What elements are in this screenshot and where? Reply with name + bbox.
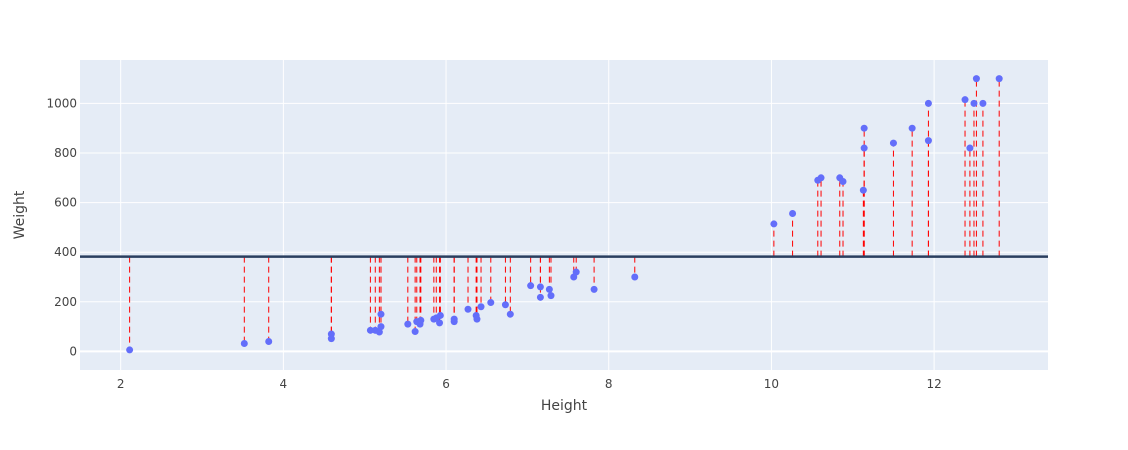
- data-point: [545, 285, 553, 293]
- x-tick-labels: 2 4 6 8 10 12: [117, 377, 942, 391]
- x-grid-lines: [120, 60, 935, 370]
- data-point: [995, 75, 1003, 83]
- data-point: [817, 174, 825, 182]
- data-point: [501, 301, 509, 309]
- data-point: [770, 220, 778, 228]
- data-point: [506, 310, 514, 318]
- data-point: [924, 99, 932, 107]
- data-point: [464, 305, 472, 313]
- data-point: [366, 326, 374, 334]
- data-point: [979, 99, 987, 107]
- y-tick-label: 800: [54, 146, 77, 160]
- data-point: [924, 137, 932, 145]
- data-point: [450, 315, 458, 323]
- y-grid-lines: [80, 102, 1048, 353]
- data-point: [265, 337, 273, 345]
- data-point: [377, 310, 385, 318]
- data-point: [327, 330, 335, 338]
- residual-lines: [129, 78, 1000, 350]
- data-point: [859, 186, 867, 194]
- data-point: [527, 282, 535, 290]
- data-point: [536, 283, 544, 291]
- data-point: [404, 320, 412, 328]
- data-point: [417, 316, 425, 324]
- data-point: [411, 328, 419, 336]
- data-point: [536, 293, 544, 301]
- y-tick-label: 1000: [46, 96, 77, 110]
- data-point: [839, 178, 847, 186]
- data-point: [970, 99, 978, 107]
- x-tick-label: 2: [117, 377, 125, 391]
- y-tick-label: 400: [54, 245, 77, 259]
- data-point: [889, 139, 897, 147]
- x-tick-label: 12: [926, 377, 941, 391]
- data-point: [436, 319, 444, 327]
- data-point: [436, 311, 444, 319]
- data-point: [240, 339, 248, 347]
- data-points: [126, 75, 1003, 354]
- data-point: [972, 75, 980, 83]
- data-point: [126, 346, 134, 354]
- data-point: [477, 303, 485, 311]
- data-point: [375, 328, 383, 336]
- x-tick-label: 4: [280, 377, 288, 391]
- plot-area: [80, 60, 1048, 370]
- data-point: [590, 285, 598, 293]
- data-point: [631, 273, 639, 281]
- x-tick-label: 6: [442, 377, 450, 391]
- data-point: [473, 315, 481, 323]
- data-point: [547, 292, 555, 300]
- data-point: [572, 268, 580, 276]
- data-point: [966, 144, 974, 152]
- x-axis-title: Height: [541, 398, 588, 414]
- data-point: [789, 210, 797, 218]
- y-tick-label: 600: [54, 196, 77, 210]
- y-tick-label: 200: [54, 295, 77, 309]
- data-point: [377, 323, 385, 331]
- data-point: [860, 144, 868, 152]
- y-tick-labels: 0 200 400 600 800 1000: [46, 96, 77, 358]
- data-point: [860, 124, 868, 132]
- data-point: [487, 299, 495, 307]
- data-point: [908, 124, 916, 132]
- x-tick-label: 8: [605, 377, 613, 391]
- y-axis-title: Weight: [12, 190, 28, 239]
- x-tick-label: 10: [764, 377, 779, 391]
- y-tick-label: 0: [69, 344, 77, 358]
- data-point: [961, 96, 969, 104]
